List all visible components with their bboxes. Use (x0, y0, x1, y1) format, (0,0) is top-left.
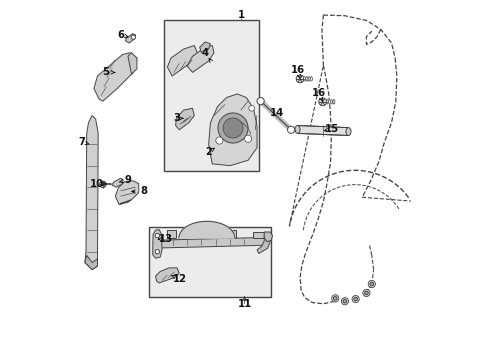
Text: 14: 14 (269, 108, 284, 118)
Ellipse shape (303, 77, 305, 81)
Text: 10: 10 (90, 179, 103, 189)
Text: 13: 13 (158, 234, 172, 244)
Polygon shape (253, 232, 264, 238)
Circle shape (367, 280, 375, 288)
Circle shape (296, 75, 304, 83)
Ellipse shape (346, 128, 350, 135)
Polygon shape (197, 231, 205, 238)
Circle shape (248, 105, 254, 111)
Ellipse shape (325, 100, 327, 104)
Text: 1: 1 (237, 10, 244, 20)
Circle shape (155, 249, 159, 254)
Text: 16: 16 (290, 64, 304, 75)
Text: 8: 8 (141, 186, 147, 197)
Polygon shape (85, 116, 98, 270)
Text: 12: 12 (173, 274, 186, 284)
Text: 5: 5 (102, 67, 109, 77)
Circle shape (218, 113, 247, 143)
Text: 4: 4 (201, 48, 208, 58)
Polygon shape (167, 45, 198, 76)
Text: 7: 7 (79, 138, 85, 147)
Polygon shape (208, 94, 257, 166)
Circle shape (364, 291, 367, 295)
Circle shape (351, 296, 359, 303)
Text: 15: 15 (325, 124, 339, 134)
Polygon shape (128, 53, 137, 74)
Polygon shape (94, 53, 137, 101)
Polygon shape (264, 232, 272, 242)
Ellipse shape (310, 77, 312, 81)
Circle shape (333, 297, 336, 300)
Polygon shape (120, 200, 131, 204)
Polygon shape (167, 230, 175, 238)
Circle shape (353, 297, 357, 301)
Circle shape (362, 289, 369, 297)
Circle shape (287, 126, 294, 134)
Polygon shape (225, 230, 235, 238)
Circle shape (215, 137, 223, 144)
Polygon shape (112, 178, 123, 187)
Polygon shape (85, 255, 97, 270)
Circle shape (257, 98, 264, 105)
Polygon shape (179, 221, 234, 238)
Ellipse shape (330, 100, 332, 104)
Polygon shape (115, 181, 139, 204)
Ellipse shape (328, 100, 330, 104)
Circle shape (100, 181, 106, 188)
Polygon shape (154, 237, 266, 248)
Text: 11: 11 (237, 299, 251, 309)
Circle shape (155, 233, 159, 238)
Circle shape (341, 298, 348, 305)
Circle shape (244, 135, 251, 142)
Circle shape (318, 98, 326, 106)
Circle shape (343, 300, 346, 303)
Polygon shape (257, 234, 270, 253)
Text: 2: 2 (205, 147, 212, 157)
Circle shape (369, 282, 373, 286)
Circle shape (223, 118, 243, 138)
Text: 9: 9 (124, 175, 131, 185)
Polygon shape (152, 229, 162, 258)
Polygon shape (175, 108, 194, 130)
Polygon shape (199, 42, 210, 53)
Ellipse shape (294, 126, 300, 134)
Text: 3: 3 (173, 113, 180, 123)
Ellipse shape (307, 77, 309, 81)
Bar (163, 21, 258, 171)
Circle shape (331, 295, 338, 302)
Text: 6: 6 (117, 30, 124, 40)
Polygon shape (297, 126, 348, 135)
Bar (148, 226, 271, 297)
Text: 16: 16 (311, 88, 325, 98)
Ellipse shape (305, 77, 307, 81)
Ellipse shape (332, 100, 334, 104)
Polygon shape (155, 268, 179, 283)
Polygon shape (125, 34, 135, 43)
Polygon shape (187, 45, 214, 72)
Circle shape (131, 35, 135, 40)
